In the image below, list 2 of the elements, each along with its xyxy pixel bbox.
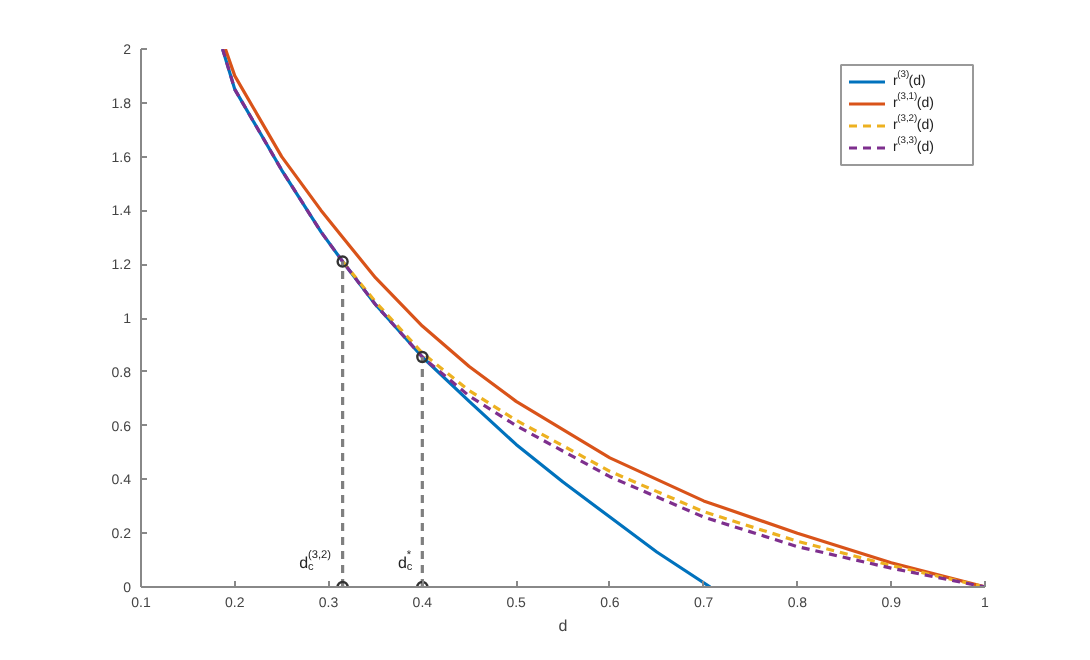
line-series: [341, 259, 985, 587]
x-axis-title: d: [558, 617, 568, 635]
